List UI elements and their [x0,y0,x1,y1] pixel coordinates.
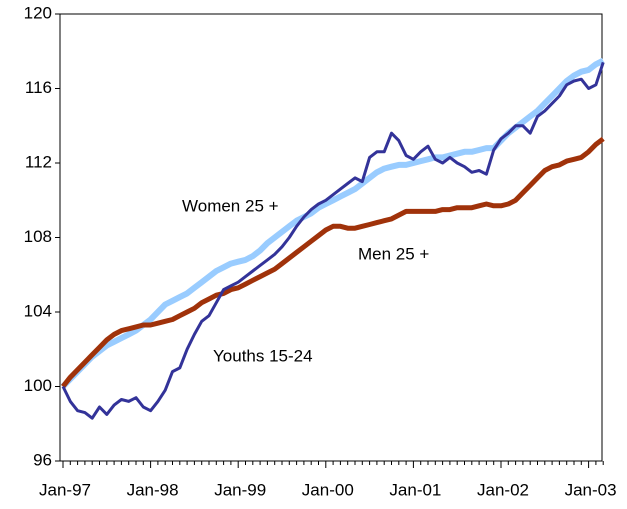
y-tick-label: 120 [24,3,52,22]
x-tick-label: Jan-02 [477,480,529,499]
plot-frame [59,13,603,462]
x-tick-label: Jan-01 [389,480,441,499]
series-label: Youths 15-24 [213,346,313,365]
x-tick-label: Jan-00 [302,480,354,499]
y-tick-label: 116 [25,78,52,97]
x-tick-label: Jan-03 [565,480,617,499]
x-tick-label: Jan-99 [214,480,266,499]
y-tick-label: 96 [33,450,52,469]
series-label: Women 25 + [182,196,279,215]
x-tick-label: Jan-98 [127,480,179,499]
y-tick-label: 108 [24,227,52,246]
series-label: Men 25 + [358,244,429,263]
y-tick-label: 104 [24,301,52,320]
series-line [60,57,605,389]
series-line [61,136,605,389]
y-tick-label: 112 [25,152,52,171]
series-line [61,61,605,420]
y-tick-label: 100 [24,376,52,395]
x-tick-label: Jan-97 [39,480,91,499]
